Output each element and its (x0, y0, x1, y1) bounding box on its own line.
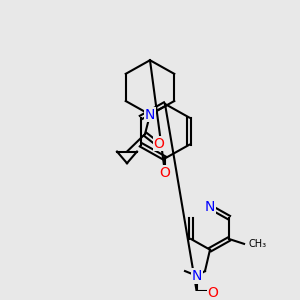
Text: N: N (145, 108, 155, 122)
Text: N: N (192, 269, 202, 283)
Text: O: O (160, 166, 170, 180)
Text: O: O (208, 286, 218, 300)
Text: N: N (205, 200, 215, 214)
Text: O: O (154, 137, 164, 151)
Text: CH₃: CH₃ (248, 239, 266, 249)
